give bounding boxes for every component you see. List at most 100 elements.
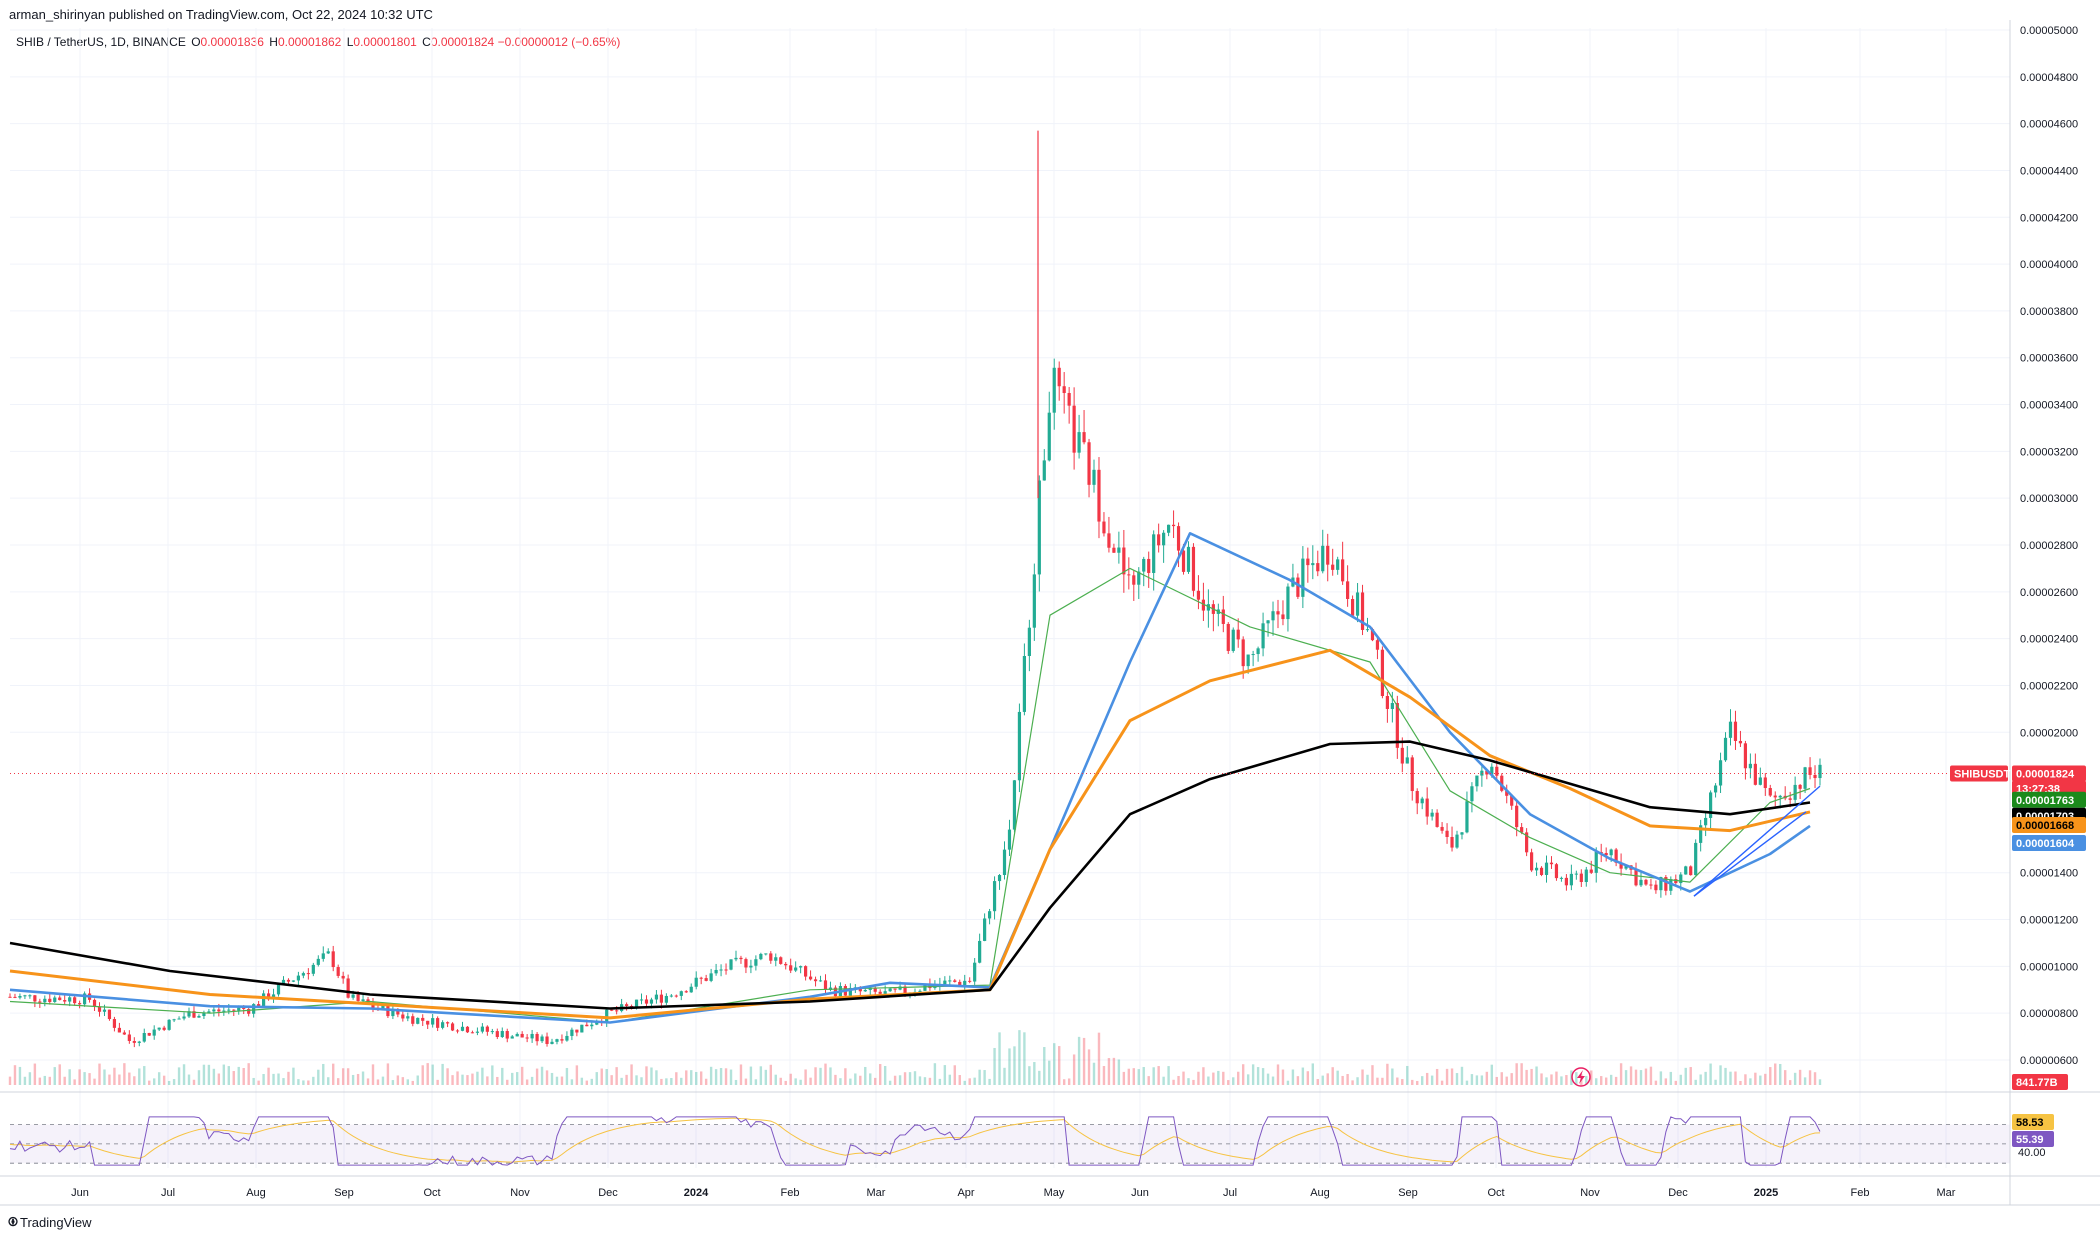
- candle-body: [361, 999, 365, 1001]
- ema50-tag-bg: [2012, 816, 2086, 833]
- open-label: O: [191, 35, 201, 49]
- candle-body: [1778, 795, 1782, 798]
- candle-body: [1017, 711, 1022, 781]
- x-tick-label: Jul: [161, 1187, 175, 1199]
- candle-body: [714, 969, 718, 974]
- volume-bar: [1545, 1077, 1548, 1085]
- volume-bar: [1769, 1067, 1772, 1085]
- candle-body: [1166, 524, 1171, 533]
- volume-bar: [734, 1079, 738, 1085]
- candle-body: [1450, 837, 1454, 848]
- volume-bar: [1067, 1078, 1071, 1085]
- volume-bar: [182, 1064, 186, 1085]
- candle-body: [570, 1029, 574, 1036]
- volume-bar: [227, 1066, 230, 1085]
- close-value: 0.00001824: [430, 35, 495, 49]
- volume-bar: [913, 1071, 917, 1085]
- lightning-icon-bolt: [1577, 1070, 1585, 1084]
- y-tick-label: 0.00000800: [2020, 1008, 2078, 1020]
- candle-body: [1614, 849, 1618, 863]
- candle-body: [48, 998, 52, 1002]
- candle-body: [1012, 780, 1017, 830]
- rsi-tag-bg: [2012, 1131, 2054, 1147]
- volume-bar: [759, 1066, 763, 1085]
- candle-body: [1589, 869, 1593, 873]
- candle-body: [8, 996, 12, 998]
- candle-body: [1694, 842, 1698, 876]
- x-tick-label: Dec: [598, 1187, 618, 1199]
- volume-bar: [53, 1067, 56, 1085]
- volume-bar: [1058, 1046, 1061, 1085]
- candle-body: [321, 953, 325, 959]
- candle-body: [1679, 874, 1683, 884]
- volume-bar: [177, 1067, 181, 1085]
- volume-bar: [351, 1074, 355, 1085]
- volume-bar: [1644, 1068, 1648, 1085]
- candle-body: [117, 1027, 121, 1033]
- candle-body: [784, 963, 788, 966]
- tradingview-branding[interactable]: 🅯 TradingView: [9, 1214, 92, 1230]
- candle-body: [560, 1039, 564, 1041]
- sma200-line: [9, 740, 1811, 1010]
- y-tick-label: 0.00004400: [2020, 165, 2078, 177]
- candle-body: [33, 995, 37, 1002]
- candle-body: [331, 951, 335, 968]
- candle-body: [1107, 533, 1111, 548]
- candle-body: [127, 1034, 131, 1041]
- candle-body: [1639, 879, 1643, 886]
- candle-body: [1460, 832, 1464, 835]
- candle-body: [948, 980, 952, 982]
- candle-body: [1326, 545, 1330, 565]
- candle-body: [808, 976, 813, 980]
- candle-body: [1405, 757, 1409, 764]
- candle-body: [1032, 574, 1036, 628]
- volume-bar: [506, 1079, 509, 1085]
- y-tick-label: 0.00001400: [2020, 868, 2078, 880]
- candle-body: [291, 980, 296, 982]
- candle-body: [212, 1009, 216, 1012]
- volume-bar: [282, 1078, 285, 1085]
- candle-body: [724, 969, 728, 971]
- candle-body: [1689, 866, 1693, 876]
- candle-body: [1798, 784, 1802, 789]
- volume-bar: [1450, 1068, 1454, 1085]
- volume-bar: [1659, 1071, 1663, 1085]
- volume-bar: [844, 1068, 847, 1085]
- candle-body: [172, 1019, 176, 1021]
- volume-bar: [1689, 1067, 1692, 1085]
- y-tick-label: 0.00003200: [2020, 446, 2078, 458]
- symbol-legend: SHIB / TetherUS, 1D, BINANCE O0.00001836…: [16, 35, 620, 49]
- volume-bar: [1008, 1048, 1011, 1085]
- candle-body: [28, 995, 32, 997]
- volume-bar: [1102, 1066, 1106, 1085]
- last-price-tag: 0.00001824: [2016, 768, 2075, 780]
- volume-bar: [620, 1077, 623, 1085]
- candle-body: [252, 1004, 256, 1014]
- x-tick-label: Nov: [1580, 1187, 1600, 1199]
- candle-body: [878, 991, 882, 994]
- candle-body: [436, 1018, 440, 1028]
- candle-body: [1241, 639, 1245, 667]
- volume-bar: [1341, 1075, 1344, 1085]
- candle-body: [997, 875, 1002, 882]
- volume-bar: [1714, 1079, 1717, 1085]
- candle-body: [411, 1016, 415, 1024]
- volume-bar: [1356, 1077, 1359, 1085]
- x-tick-label: Feb: [1851, 1187, 1870, 1199]
- volume-bar: [128, 1072, 131, 1085]
- symbol-name[interactable]: SHIB / TetherUS, 1D, BINANCE: [16, 35, 186, 49]
- x-tick-label: Mar: [1937, 1187, 1956, 1199]
- volume-bar: [336, 1078, 340, 1085]
- volume-bar: [834, 1074, 837, 1085]
- candle-body: [1226, 623, 1230, 651]
- volume-bar: [968, 1078, 971, 1085]
- candle-body: [1748, 763, 1752, 769]
- y-tick-label: 0.00002800: [2020, 540, 2078, 552]
- volume-bar: [779, 1077, 782, 1085]
- x-tick-label: Mar: [867, 1187, 886, 1199]
- x-tick-label: Sep: [1398, 1187, 1418, 1199]
- volume-bar: [1152, 1067, 1155, 1085]
- volume-bar: [1749, 1078, 1752, 1085]
- candle-body: [470, 1032, 475, 1034]
